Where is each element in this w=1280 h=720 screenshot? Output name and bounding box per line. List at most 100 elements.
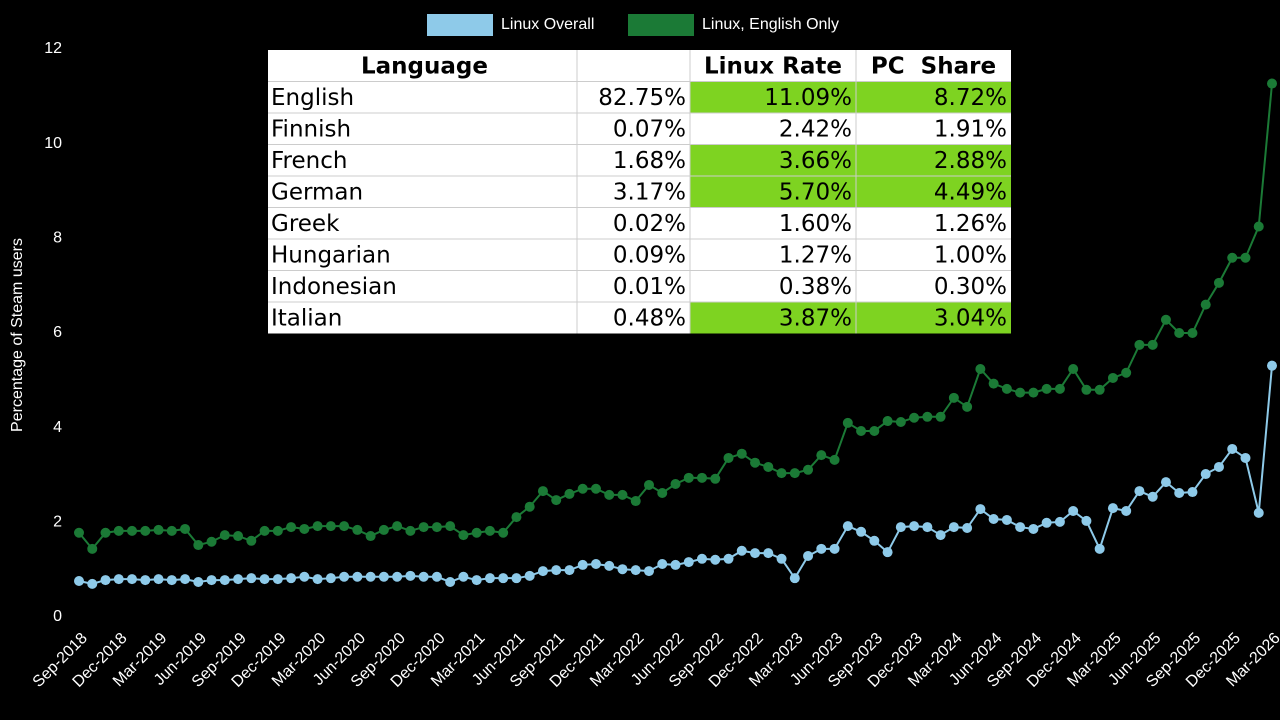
point (166, 575, 177, 586)
table-cell: 0.02% (613, 211, 686, 237)
table-cell: 0.38% (779, 274, 852, 300)
point (498, 573, 509, 584)
point (498, 527, 509, 538)
point (378, 571, 389, 582)
point (776, 553, 787, 564)
point (922, 522, 933, 533)
table-cell: 3.66% (779, 148, 852, 174)
point (74, 576, 84, 587)
point (1094, 543, 1105, 554)
point (869, 425, 880, 436)
point (803, 464, 814, 475)
point (750, 548, 761, 559)
point (233, 531, 244, 542)
point (153, 524, 164, 535)
y-tick-label: 12 (44, 40, 62, 57)
line (78, 365, 1273, 585)
point (736, 448, 747, 459)
point (736, 545, 747, 556)
point (1187, 328, 1198, 338)
point (697, 472, 708, 483)
point (1001, 383, 1012, 394)
table-cell: 2.88% (934, 148, 1007, 174)
point (140, 575, 151, 586)
table-cell: 1.91% (934, 116, 1007, 142)
point (286, 522, 297, 533)
point (1015, 522, 1026, 533)
point (604, 489, 615, 500)
point (431, 571, 442, 582)
point (789, 573, 800, 584)
point (392, 571, 403, 582)
point (551, 565, 562, 576)
point (484, 573, 495, 584)
point (1213, 461, 1224, 472)
y-tick-label: 4 (53, 419, 62, 436)
point (1240, 452, 1251, 463)
point (246, 573, 257, 584)
point (909, 521, 920, 532)
point (418, 522, 429, 533)
table-cell: French (271, 148, 347, 174)
point (948, 392, 959, 403)
point (882, 416, 893, 427)
cell-highlight (690, 144, 1011, 176)
point (1147, 339, 1158, 350)
point (405, 570, 416, 581)
point (789, 468, 800, 479)
point (1134, 486, 1145, 497)
point (180, 523, 191, 534)
table-cell: Indonesian (271, 274, 397, 300)
point (869, 535, 880, 546)
point (816, 543, 827, 554)
point (431, 522, 442, 533)
point (1121, 505, 1132, 516)
point (723, 553, 734, 564)
y-tick-label: 10 (44, 135, 62, 152)
point (100, 527, 111, 538)
point (299, 571, 310, 582)
table-cell: 2.42% (779, 116, 852, 142)
point (1134, 339, 1145, 350)
point (710, 554, 721, 565)
point (445, 576, 456, 587)
point (193, 576, 204, 587)
table-cell: English (271, 85, 354, 111)
cell-highlight (690, 176, 1011, 208)
point (378, 524, 389, 535)
table: Language Linux Rate PC Share English 82.75% 1… (268, 50, 1011, 334)
table-cell: 1.27% (779, 242, 852, 268)
table-cell: Hungarian (271, 242, 391, 268)
point (710, 473, 721, 484)
point (1267, 360, 1277, 371)
point (1174, 487, 1185, 498)
table-cell: 0.09% (613, 242, 686, 268)
point (127, 574, 138, 585)
point (511, 573, 522, 584)
point (365, 531, 376, 542)
point (312, 574, 323, 585)
point (1081, 384, 1092, 395)
point (113, 525, 124, 536)
point (657, 487, 668, 498)
point (829, 543, 840, 554)
point (895, 522, 906, 533)
table-cell: Finnish (271, 116, 351, 142)
point (259, 525, 270, 536)
point (312, 521, 323, 532)
point (564, 565, 575, 576)
table-cell: 1.60% (779, 211, 852, 237)
point (206, 575, 217, 586)
point (325, 573, 336, 584)
point (286, 573, 297, 584)
point (1001, 514, 1012, 525)
point (1213, 277, 1224, 288)
legend-label: Linux Overall (501, 16, 594, 33)
point (948, 522, 959, 533)
y-tick-label: 0 (53, 608, 62, 625)
point (180, 574, 191, 585)
point (1041, 383, 1052, 394)
point (352, 524, 363, 535)
point (643, 479, 654, 490)
point (763, 461, 774, 472)
